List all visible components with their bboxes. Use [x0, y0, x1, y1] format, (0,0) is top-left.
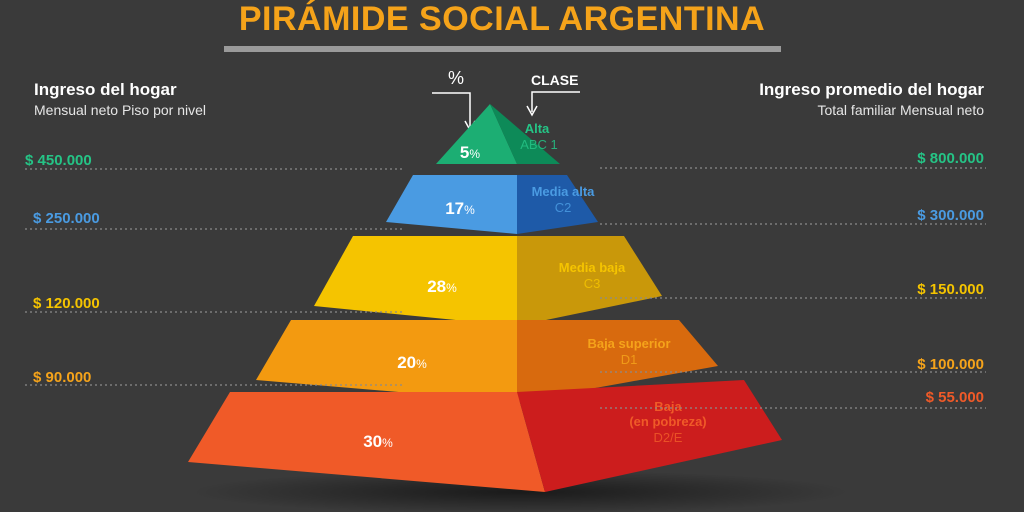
- level-class-code: C2: [555, 200, 572, 215]
- page-title: PIRÁMIDE SOCIAL ARGENTINA: [238, 0, 766, 38]
- percent-unit: %: [464, 203, 475, 217]
- level-side-face: [517, 175, 598, 234]
- percent-unit: %: [416, 357, 427, 371]
- percent-unit: %: [446, 281, 457, 295]
- percent-label: %: [448, 68, 465, 88]
- level-front-face: [256, 320, 517, 402]
- left-header-subtitle: Mensual neto Piso por nivel: [34, 102, 206, 118]
- level-class-name: Baja superior: [587, 336, 670, 351]
- avg-income-label: $ 300.000: [917, 207, 984, 224]
- level-class-code: D1: [621, 352, 638, 367]
- level-side-face: [517, 320, 718, 402]
- level-front-face: [314, 236, 517, 326]
- avg-income-label: $ 100.000: [917, 356, 984, 373]
- avg-income-label: $ 150.000: [917, 281, 984, 298]
- class-pointer-arrow: [526, 91, 580, 117]
- level-percentage: 30%: [363, 432, 393, 451]
- class-label: CLASE: [531, 72, 579, 88]
- level-class-name: Media baja: [559, 260, 626, 275]
- avg-income-label: $ 55.000: [926, 389, 984, 406]
- level-class-name: Media alta: [532, 184, 596, 199]
- floor-income-label: $ 90.000: [33, 369, 91, 386]
- level-class-code: D2/E: [654, 430, 683, 445]
- pyramid-shadow: [190, 470, 850, 512]
- level-class-name: Alta: [525, 121, 550, 136]
- floor-income-label: $ 450.000: [25, 152, 92, 169]
- level-class-code: C3: [584, 276, 601, 291]
- level-percentage: 20%: [397, 353, 427, 372]
- level-side-face: [490, 104, 560, 164]
- level-percentage: 17%: [445, 199, 475, 218]
- level-class-name: Baja: [654, 399, 682, 414]
- level-percentage: 5%: [460, 143, 480, 162]
- avg-income-label: $ 800.000: [917, 150, 984, 167]
- level-front-face: [188, 392, 545, 492]
- right-header-title: Ingreso promedio del hogar: [759, 80, 984, 99]
- percent-pointer-arrow: [432, 92, 476, 132]
- percent-unit: %: [469, 147, 480, 161]
- level-class-code: ABC 1: [520, 137, 558, 152]
- floor-income-label: $ 120.000: [33, 295, 100, 312]
- level-class-name: (en pobreza): [629, 414, 706, 429]
- level-front-face: [386, 175, 517, 234]
- floor-income-label: $ 250.000: [33, 210, 100, 227]
- pyramid-level-5: 30% Baja(en pobreza)D2/E $ 55.000: [188, 380, 986, 492]
- level-percentage: 28%: [427, 277, 457, 296]
- percent-unit: %: [382, 436, 393, 450]
- right-header-subtitle: Total familiar Mensual neto: [817, 102, 984, 118]
- left-header-title: Ingreso del hogar: [34, 80, 177, 99]
- level-side-face: [517, 236, 662, 326]
- title-underline: [224, 46, 781, 52]
